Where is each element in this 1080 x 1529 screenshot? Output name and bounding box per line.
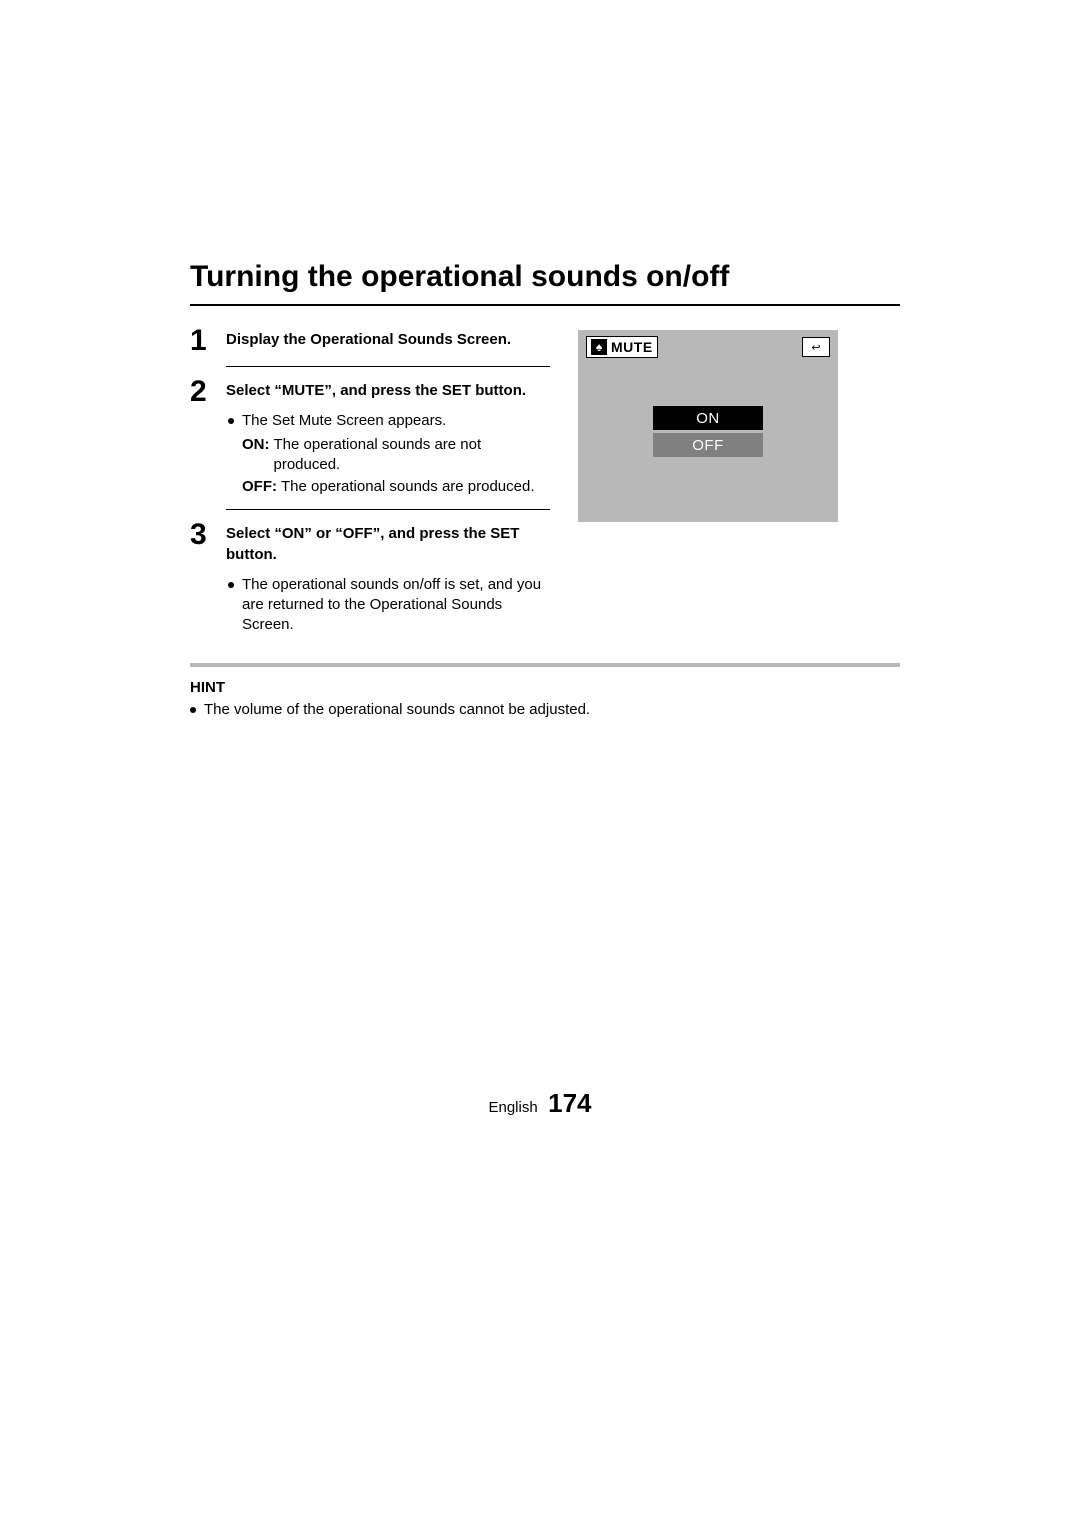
definition-off: OFF: The operational sounds are produced… xyxy=(226,477,550,497)
def-text: The operational sounds are produced. xyxy=(281,477,550,497)
step-number: 1 xyxy=(190,326,212,356)
title-divider xyxy=(190,304,900,306)
def-label: OFF: xyxy=(242,477,277,497)
step-heading: Display the Operational Sounds Screen. xyxy=(226,330,550,350)
hint-label: HINT xyxy=(190,679,900,696)
step-heading: Select “ON” or “OFF”, and press the SET … xyxy=(226,524,550,565)
step-1: 1 Display the Operational Sounds Screen. xyxy=(190,326,550,356)
steps-column: 1 Display the Operational Sounds Screen.… xyxy=(190,326,550,641)
definition-on: ON: The operational sounds are not produ… xyxy=(226,435,550,476)
step-2: 2 Select “MUTE”, and press the SET butto… xyxy=(190,377,550,499)
page-title: Turning the operational sounds on/off xyxy=(190,260,900,294)
step-divider xyxy=(226,366,550,367)
mute-title-box: ♠ MUTE xyxy=(586,336,658,358)
step-3: 3 Select “ON” or “OFF”, and press the SE… xyxy=(190,520,550,638)
step-divider xyxy=(226,509,550,510)
def-text: The operational sounds are not produced. xyxy=(274,435,551,476)
def-label: ON: xyxy=(242,435,270,476)
option-off: OFF xyxy=(653,433,763,457)
exit-icon: ↩ xyxy=(802,337,830,357)
step-heading: Select “MUTE”, and press the SET button. xyxy=(226,381,550,401)
spade-icon: ♠ xyxy=(591,339,607,355)
hint-text: The volume of the operational sounds can… xyxy=(190,700,900,720)
step-bullet: The operational sounds on/off is set, an… xyxy=(226,575,550,636)
mute-title-text: MUTE xyxy=(611,339,653,355)
footer-language: English xyxy=(488,1099,537,1116)
option-on: ON xyxy=(653,406,763,430)
mute-screen-illustration: ♠ MUTE ↩ ON OFF xyxy=(578,330,838,522)
page-footer: English 174 xyxy=(0,1088,1080,1119)
step-bullet: The Set Mute Screen appears. xyxy=(226,411,550,431)
footer-page-number: 174 xyxy=(548,1088,591,1119)
hint-divider xyxy=(190,663,900,667)
step-number: 2 xyxy=(190,377,212,499)
step-number: 3 xyxy=(190,520,212,638)
